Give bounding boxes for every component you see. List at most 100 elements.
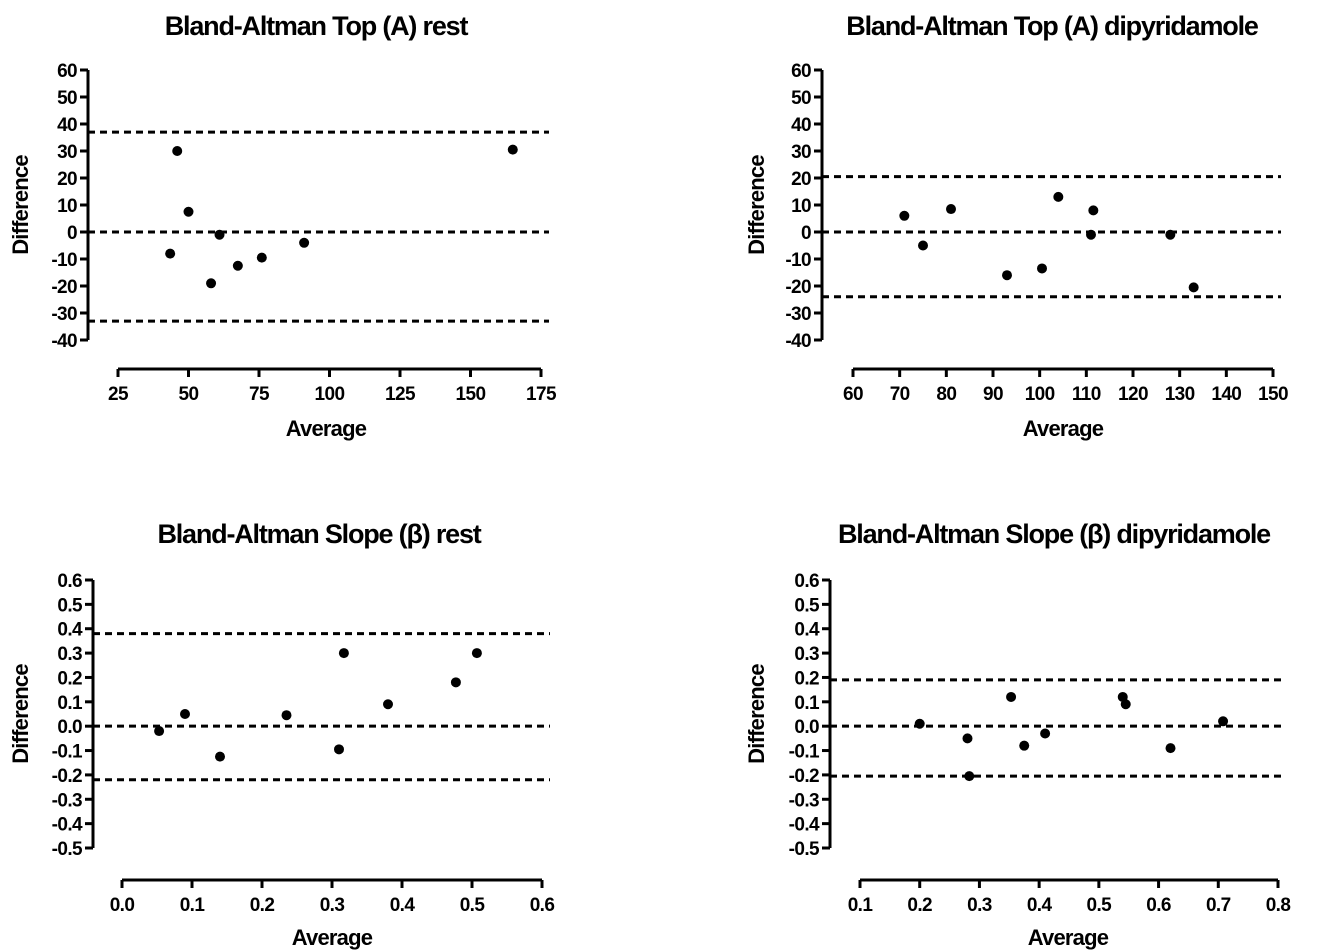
y-tick-label: 60 bbox=[57, 61, 77, 82]
y-axis-title: Difference bbox=[8, 664, 33, 764]
y-tick-label: 0.2 bbox=[794, 668, 819, 689]
data-point bbox=[899, 210, 910, 221]
y-tick-label: -40 bbox=[51, 331, 77, 352]
x-tick-label: 0.5 bbox=[460, 895, 486, 916]
x-tick-label: 0.6 bbox=[1146, 895, 1171, 916]
y-tick-label: 0.0 bbox=[794, 717, 819, 738]
y-tick-label: -0.2 bbox=[789, 766, 819, 787]
data-point bbox=[1120, 699, 1131, 710]
y-tick-label: 50 bbox=[57, 88, 77, 109]
data-point bbox=[214, 229, 225, 240]
panel-3: Bland-Altman Slope (β) rest 0.6 0.5 0.4 0.3 0… bbox=[8, 519, 555, 950]
x-tick-label: 100 bbox=[1025, 384, 1055, 405]
x-tick-label: 0.3 bbox=[320, 895, 345, 916]
y-tick-label: 0.1 bbox=[794, 693, 820, 714]
data-point bbox=[281, 710, 292, 721]
y-tick-label: 30 bbox=[57, 142, 77, 163]
x-tick-label: 175 bbox=[526, 384, 557, 405]
y-tick-label: 0.6 bbox=[794, 571, 819, 592]
y-tick-label: 50 bbox=[791, 88, 811, 109]
x-axis-title: Average bbox=[286, 416, 367, 441]
data-point bbox=[299, 237, 310, 248]
y-tick-label: 0.5 bbox=[57, 595, 83, 616]
y-tick-label: -20 bbox=[51, 277, 77, 298]
x-tick-label: 0.8 bbox=[1266, 895, 1291, 916]
x-tick-label: 110 bbox=[1072, 384, 1101, 405]
y-tick-label: 10 bbox=[57, 196, 77, 217]
data-point bbox=[1086, 229, 1096, 240]
data-point bbox=[1188, 282, 1199, 293]
data-point bbox=[180, 709, 190, 719]
y-tick-label: 40 bbox=[791, 115, 811, 136]
data-point bbox=[962, 733, 973, 744]
x-tick-label: 0.5 bbox=[1087, 895, 1113, 916]
y-tick-label: 0 bbox=[67, 223, 77, 244]
x-tick-label: 140 bbox=[1211, 384, 1241, 405]
y-tick-label: -30 bbox=[51, 304, 77, 325]
x-tick-label: 90 bbox=[983, 384, 1003, 405]
data-point bbox=[914, 718, 925, 729]
data-point bbox=[1165, 743, 1176, 754]
data-point bbox=[215, 751, 225, 762]
y-axis-title: Difference bbox=[744, 664, 769, 764]
y-tick-label: 60 bbox=[791, 61, 811, 82]
x-tick-label: 0.2 bbox=[250, 895, 275, 916]
data-point bbox=[1002, 270, 1012, 281]
panel-4: Bland-Altman Slope (β) dipyridamole 0.6 0.… bbox=[744, 519, 1291, 950]
x-tick-label: 0.2 bbox=[907, 895, 932, 916]
y-tick-label: -20 bbox=[785, 277, 811, 298]
panel-1: Bland-Altman Top (A) rest6050403020100-1… bbox=[8, 11, 558, 441]
x-tick-label: 130 bbox=[1165, 384, 1195, 405]
y-tick-label: 0 bbox=[801, 223, 811, 244]
chart-title: Bland-Altman Top (A) dipyridamole bbox=[846, 11, 1259, 41]
data-point bbox=[1053, 191, 1064, 202]
x-tick-label: 0.4 bbox=[1027, 895, 1053, 916]
data-point bbox=[507, 144, 518, 155]
y-tick-label: -0.2 bbox=[52, 766, 82, 787]
y-tick-label: -0.4 bbox=[52, 815, 83, 836]
data-point bbox=[172, 146, 183, 156]
data-point bbox=[383, 699, 393, 710]
panel-2: Bland-Altman Top (A) dipyridamole 60 50 40 3… bbox=[744, 11, 1289, 441]
data-point bbox=[206, 278, 217, 289]
x-tick-label: 0.3 bbox=[967, 895, 992, 916]
y-tick-label: 0.2 bbox=[57, 668, 82, 689]
data-point bbox=[1040, 728, 1051, 739]
x-tick-label: 125 bbox=[385, 384, 416, 405]
y-axis-title: Difference bbox=[744, 155, 769, 255]
y-tick-label: -30 bbox=[785, 304, 811, 325]
y-tick-label: -10 bbox=[51, 250, 77, 271]
x-axis-title: Average bbox=[1023, 416, 1104, 441]
y-tick-label: 0.3 bbox=[57, 644, 82, 665]
y-axis-title: Difference bbox=[8, 155, 33, 255]
y-tick-label: 0.1 bbox=[57, 693, 83, 714]
y-tick-label: -0.3 bbox=[52, 790, 82, 811]
y-tick-label: -0.5 bbox=[789, 839, 820, 860]
x-tick-label: 150 bbox=[1258, 384, 1288, 405]
data-point bbox=[334, 744, 344, 755]
data-point bbox=[1006, 691, 1017, 702]
x-tick-label: 0.1 bbox=[180, 895, 206, 916]
y-tick-label: -0.1 bbox=[52, 742, 83, 763]
x-tick-label: 70 bbox=[890, 384, 910, 405]
y-tick-label: -10 bbox=[785, 250, 811, 271]
chart-title: Bland-Altman Top (A) rest bbox=[165, 11, 469, 41]
x-tick-label: 80 bbox=[936, 384, 956, 405]
x-axis-title: Average bbox=[292, 925, 373, 950]
x-tick-label: 0.6 bbox=[530, 895, 555, 916]
x-tick-label: 120 bbox=[1118, 384, 1148, 405]
data-point bbox=[1088, 205, 1099, 216]
data-point bbox=[450, 677, 461, 688]
data-point bbox=[183, 206, 194, 217]
data-point bbox=[471, 648, 482, 659]
x-axis-title: Average bbox=[1028, 925, 1109, 950]
data-point bbox=[964, 771, 975, 782]
y-tick-label: 30 bbox=[791, 142, 811, 163]
y-tick-label: -0.5 bbox=[52, 839, 83, 860]
x-tick-label: 0.7 bbox=[1206, 895, 1231, 916]
y-tick-label: 20 bbox=[57, 169, 77, 190]
data-point bbox=[1037, 263, 1047, 274]
x-tick-label: 100 bbox=[315, 384, 345, 405]
y-tick-label: -0.1 bbox=[789, 742, 820, 763]
